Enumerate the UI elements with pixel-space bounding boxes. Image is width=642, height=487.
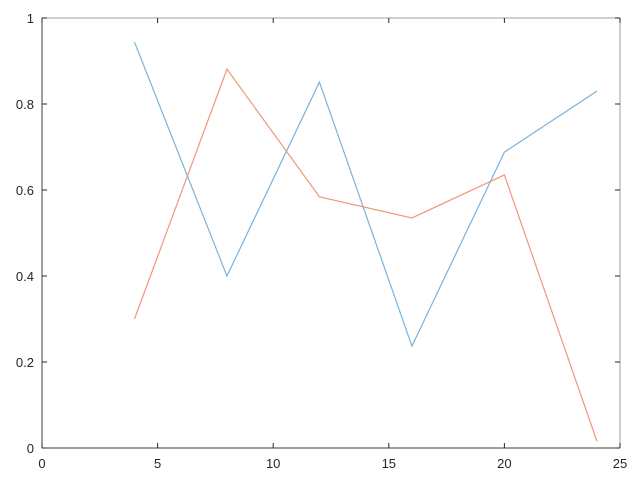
series-line-2 xyxy=(133,67,598,442)
y-tick-label: 1 xyxy=(27,11,34,26)
x-tick-label: 20 xyxy=(497,456,511,471)
y-tick-label: 0.2 xyxy=(16,355,34,370)
x-tick-label: 0 xyxy=(38,456,45,471)
y-tick-label: 0 xyxy=(27,441,34,456)
x-tick-label: 10 xyxy=(266,456,280,471)
plot-area xyxy=(41,17,621,449)
y-tick-label: 0.4 xyxy=(16,269,34,284)
series-line-1 xyxy=(133,41,598,348)
y-tick-label: 0.8 xyxy=(16,97,34,112)
x-tick-label: 5 xyxy=(154,456,161,471)
x-tick-label: 25 xyxy=(613,456,627,471)
x-tick-label: 15 xyxy=(382,456,396,471)
y-tick-label: 0.6 xyxy=(16,183,34,198)
